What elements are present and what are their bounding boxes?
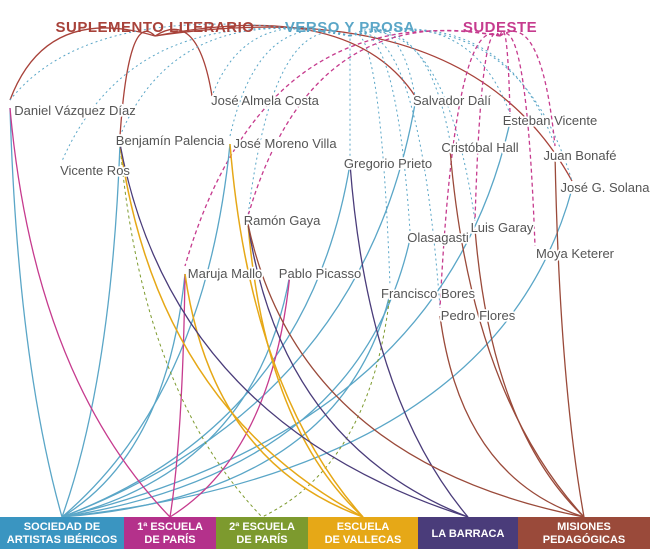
bottom-group-label: ESCUELA [337,521,390,533]
artist-label: Pedro Flores [441,308,516,323]
edge-bottom [262,294,390,517]
artist-label: Francisco Bores [381,286,475,301]
edge-top [248,32,350,216]
bottom-group-label: ARTISTAS IBÉRICOS [7,533,117,546]
edge-top [155,29,212,96]
bottom-group-label: DE PARÍS [236,533,287,546]
edge-top [230,30,350,136]
top-group-label: VERSO Y PROSA [285,19,415,36]
artist-label: José G. Solana [561,180,650,195]
bottom-group-label: SOCIEDAD DE [24,521,100,533]
artist-label: Moya Keterer [536,246,615,261]
edge-top [10,28,155,100]
bottom-group-label: PEDAGÓGICAS [543,533,626,546]
edge-bottom [62,274,290,517]
artist-label: Vicente Ros [60,163,130,178]
edge-bottom [440,316,584,517]
edge-top [120,31,155,136]
artist-label: Gregorio Prieto [344,156,432,171]
edge-bottom [62,144,120,517]
bottom-group-label: DE PARÍS [144,533,195,546]
artist-label: Pablo Picasso [279,266,361,281]
artist-label: Daniel Vázquez Díaz [14,103,135,118]
bottom-group-label: 2ª ESCUELA [229,521,295,533]
edge-bottom [170,274,290,517]
edge-top [475,33,500,221]
network-diagram: SUPLEMENTO LITERARIO VERSO Y PROSA SUDESTE… [0,0,650,549]
artist-label: Cristóbal Hall [441,140,518,155]
bottom-group-label: DE VALLECAS [325,534,402,546]
artist-label: Luis Garay [471,220,534,235]
edge-bottom [62,144,230,517]
edge-top [212,28,350,96]
artist-label: Juan Bonafé [543,148,616,163]
artist-label: Ramón Gaya [244,213,321,228]
bottom-group-label: MISIONES [557,521,611,533]
edge-bottom [555,154,584,517]
edge-bottom [450,149,584,517]
artist-label: Maruja Mallo [188,266,262,281]
bottom-group-label: LA BARRACA [432,528,505,540]
edge-top [248,30,500,216]
edge-top [350,31,450,141]
top-group-label: SUDESTE [463,19,537,36]
artist-label: Benjamín Palencia [116,133,225,148]
edge-top [350,33,410,231]
artist-label: Esteban Vicente [503,113,597,128]
edge-bottom [120,144,468,517]
artist-label: Salvador Dalí [413,93,491,108]
top-group-label: SUPLEMENTO LITERARIO [56,19,255,36]
artist-label: Olasagasti [407,230,469,245]
edge-top [120,28,350,136]
artist-label: José Moreno Villa [233,136,337,151]
bottom-group-label: 1ª ESCUELA [137,521,203,533]
artist-label: José Almela Costa [211,93,319,108]
edge-bottom [350,164,468,517]
edge-bottom [475,229,584,517]
